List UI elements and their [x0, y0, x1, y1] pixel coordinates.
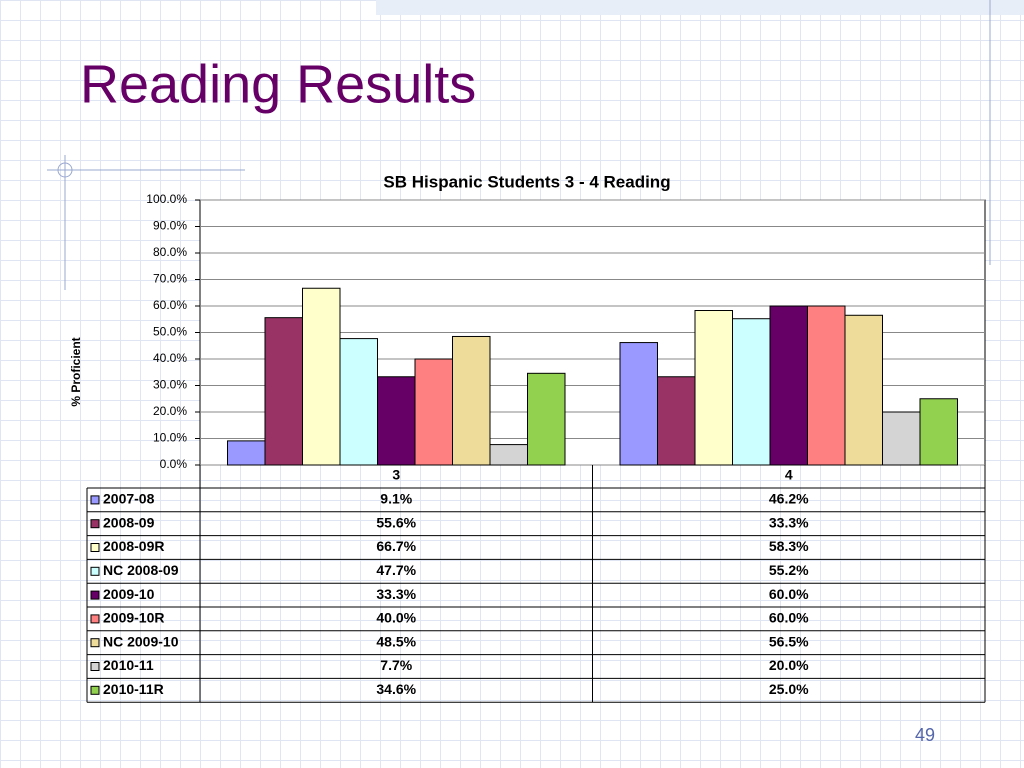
legend-label: 2010-11 [103, 657, 154, 673]
value-label: 33.3% [769, 514, 809, 530]
value-label: 40.0% [376, 610, 416, 626]
y-tick-label: 10.0% [153, 431, 187, 445]
bar [919, 398, 958, 466]
bar [452, 335, 491, 466]
bar [227, 440, 266, 466]
legend-swatch [90, 590, 100, 600]
y-tick-label: 40.0% [153, 351, 187, 365]
value-label: 56.5% [769, 633, 809, 649]
decor-band [376, 0, 1024, 15]
y-tick-label: 0.0% [160, 457, 188, 471]
y-tick-label: 30.0% [153, 378, 187, 392]
bar [264, 317, 303, 466]
legend-swatch [90, 638, 100, 648]
y-tick-label: 100.0% [146, 192, 187, 206]
y-axis-label: % Proficient [69, 337, 83, 406]
y-tick-label: 20.0% [153, 404, 187, 418]
x-tick-label: 4 [785, 467, 793, 483]
value-label: 34.6% [376, 681, 416, 697]
value-label: 33.3% [376, 586, 416, 602]
value-label: 55.6% [376, 514, 416, 530]
value-label: 66.7% [376, 538, 416, 554]
legend-label: 2008-09R [103, 538, 165, 554]
legend-swatch [90, 495, 100, 505]
legend-label: NC 2009-10 [103, 633, 179, 649]
legend-label: 2009-10R [103, 610, 165, 626]
legend-label: NC 2008-09 [103, 562, 179, 578]
legend-swatch [90, 519, 100, 529]
bar [882, 411, 921, 466]
legend-label: 2008-09 [103, 514, 155, 530]
y-tick-label: 50.0% [153, 325, 187, 339]
y-tick-label: 60.0% [153, 298, 187, 312]
value-label: 7.7% [380, 657, 412, 673]
page-number: 49 [915, 725, 935, 745]
bar [694, 310, 733, 466]
value-label: 9.1% [380, 491, 412, 507]
value-label: 60.0% [769, 610, 809, 626]
bar [807, 305, 846, 466]
legend-swatch [90, 566, 100, 576]
bar [302, 287, 341, 466]
value-label: 47.7% [376, 562, 416, 578]
value-label: 46.2% [769, 491, 809, 507]
bar [844, 314, 883, 466]
legend-label: 2007-08 [103, 491, 155, 507]
value-label: 25.0% [769, 681, 809, 697]
bar [377, 376, 416, 466]
bar [527, 372, 566, 466]
legend-swatch [90, 543, 100, 552]
legend-swatch [90, 662, 100, 671]
x-tick-label: 3 [392, 467, 400, 483]
value-label: 48.5% [376, 633, 416, 649]
value-label: 60.0% [769, 586, 809, 602]
legend-label: 2010-11R [103, 681, 164, 697]
y-tick-label: 90.0% [153, 219, 187, 233]
bar [769, 305, 808, 466]
legend-swatch [90, 614, 100, 624]
y-tick-label: 70.0% [153, 272, 187, 286]
decor-circle [57, 162, 73, 178]
bar [414, 358, 453, 466]
bar [732, 318, 771, 466]
bar [489, 444, 528, 466]
slide-title: Reading Results [80, 54, 476, 114]
legend-label: 2009-10 [103, 586, 155, 602]
bar [657, 376, 696, 466]
bar [339, 338, 378, 466]
value-label: 58.3% [769, 538, 809, 554]
value-label: 55.2% [769, 562, 809, 578]
bar [619, 342, 658, 466]
value-label: 20.0% [769, 657, 809, 673]
y-tick-label: 80.0% [153, 245, 187, 259]
chart-title: SB Hispanic Students 3 - 4 Reading [383, 172, 670, 191]
legend-swatch [90, 685, 100, 695]
